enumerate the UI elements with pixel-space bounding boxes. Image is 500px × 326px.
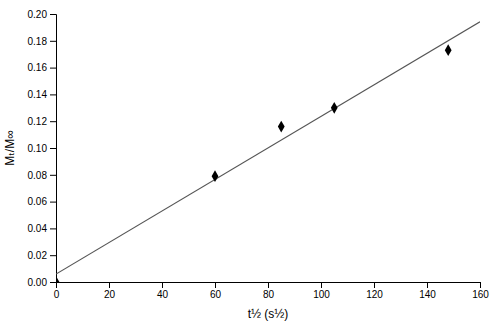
plot-area: 0204060801001201401600.000.020.040.060.0…	[28, 9, 490, 300]
y-tick-mark	[50, 148, 56, 149]
x-tick: 100	[313, 282, 330, 300]
fit-line	[56, 22, 480, 274]
x-tick-mark	[480, 282, 481, 288]
data-point	[331, 102, 338, 114]
x-tick-label: 160	[472, 289, 489, 300]
x-tick-label: 20	[104, 289, 116, 300]
y-tick-label: 0.08	[28, 170, 48, 181]
y-tick-mark	[50, 255, 56, 256]
data-point	[56, 276, 59, 282]
x-tick-mark	[374, 282, 375, 288]
y-tick-label: 0.18	[28, 36, 48, 47]
y-tick: 0.12	[28, 116, 56, 127]
marks	[56, 22, 480, 282]
y-tick-mark	[50, 175, 56, 176]
y-tick-label: 0.20	[28, 9, 48, 20]
x-tick: 160	[472, 282, 489, 300]
y-tick-mark	[50, 68, 56, 69]
y-tick: 0.00	[28, 277, 56, 288]
y-tick-mark	[50, 41, 56, 42]
x-tick-label: 100	[313, 289, 330, 300]
x-tick: 20	[104, 282, 116, 300]
x-tick-mark	[215, 282, 216, 288]
y-tick-mark	[50, 282, 56, 283]
y-tick: 0.06	[28, 196, 56, 207]
x-tick: 40	[157, 282, 169, 300]
y-tick-label: 0.14	[28, 89, 48, 100]
data-point	[445, 44, 452, 56]
x-tick-label: 40	[157, 289, 169, 300]
y-tick-mark	[50, 94, 56, 95]
chart: 0204060801001201401600.000.020.040.060.0…	[0, 0, 500, 326]
y-tick: 0.18	[28, 36, 56, 47]
x-tick-mark	[427, 282, 428, 288]
x-tick-mark	[109, 282, 110, 288]
y-tick-mark	[50, 228, 56, 229]
y-tick-label: 0.12	[28, 116, 48, 127]
y-tick: 0.08	[28, 170, 56, 181]
y-tick-label: 0.04	[28, 223, 48, 234]
x-tick-label: 80	[263, 289, 275, 300]
y-tick: 0.14	[28, 89, 56, 100]
x-tick: 60	[210, 282, 222, 300]
x-tick: 140	[419, 282, 436, 300]
x-axis-title: t½ (s½)	[248, 307, 289, 321]
x-tick-label: 140	[419, 289, 436, 300]
x-tick-mark	[321, 282, 322, 288]
data-point	[212, 170, 219, 182]
x-tick-label: 60	[210, 289, 222, 300]
y-tick-mark	[50, 121, 56, 122]
x-tick-mark	[268, 282, 269, 288]
y-tick-label: 0.10	[28, 143, 48, 154]
y-tick-label: 0.02	[28, 250, 48, 261]
x-tick-mark	[162, 282, 163, 288]
y-tick: 0.16	[28, 62, 56, 73]
y-tick-label: 0.00	[28, 277, 48, 288]
y-tick: 0.04	[28, 223, 56, 234]
data-point	[278, 121, 285, 133]
y-tick: 0.02	[28, 250, 56, 261]
y-tick-label: 0.06	[28, 196, 48, 207]
x-tick: 80	[263, 282, 275, 300]
x-tick: 0	[54, 282, 60, 300]
x-axis-line	[57, 283, 481, 289]
x-tick-label: 120	[366, 289, 383, 300]
y-tick-mark	[50, 14, 56, 15]
x-tick-label: 0	[54, 289, 60, 300]
y-axis-title: Mₜ/M∞	[3, 130, 17, 165]
y-axis: 0.00 0.02 0.04 0.06 0.08 0.10 0.12 0.14 0.16 0.18…	[28, 9, 57, 288]
x-tick: 120	[366, 282, 383, 300]
y-tick: 0.20	[28, 9, 56, 20]
y-tick: 0.10	[28, 143, 56, 154]
y-tick-mark	[50, 202, 56, 203]
y-axis-line	[50, 15, 57, 283]
x-axis: 0 20 40 60 80 100 120 140 160	[54, 282, 490, 300]
y-tick-label: 0.16	[28, 62, 48, 73]
